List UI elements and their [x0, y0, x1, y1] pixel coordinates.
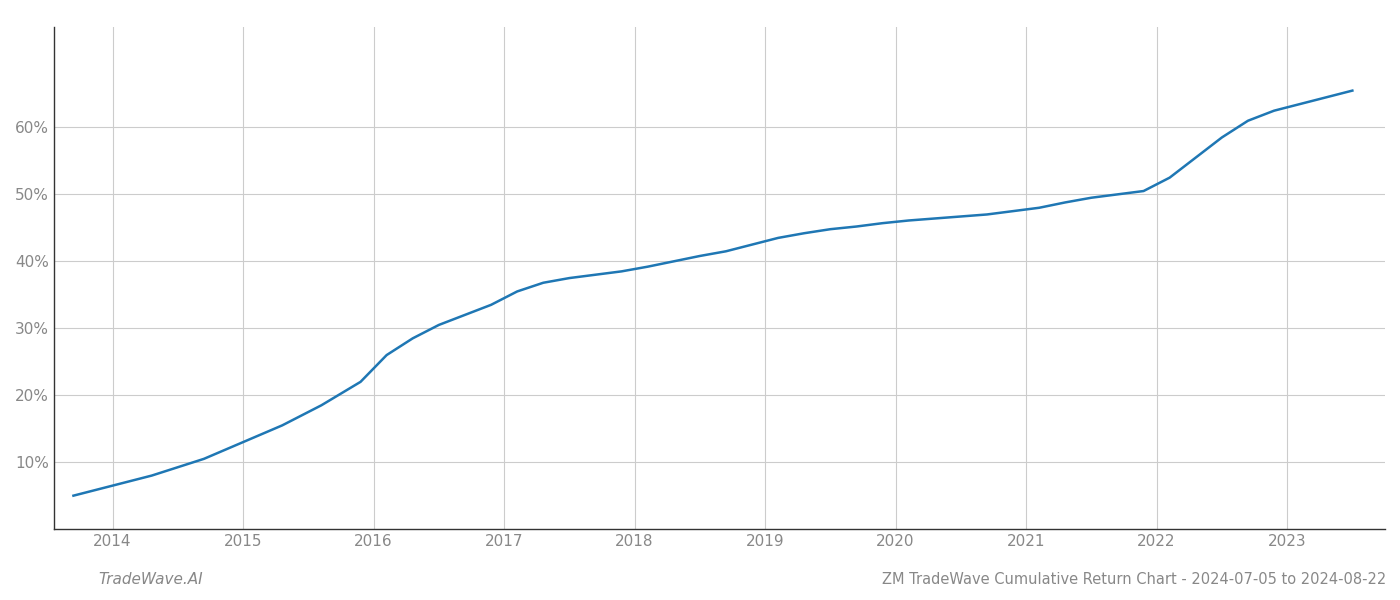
- Text: ZM TradeWave Cumulative Return Chart - 2024-07-05 to 2024-08-22: ZM TradeWave Cumulative Return Chart - 2…: [882, 572, 1386, 587]
- Text: TradeWave.AI: TradeWave.AI: [98, 572, 203, 587]
